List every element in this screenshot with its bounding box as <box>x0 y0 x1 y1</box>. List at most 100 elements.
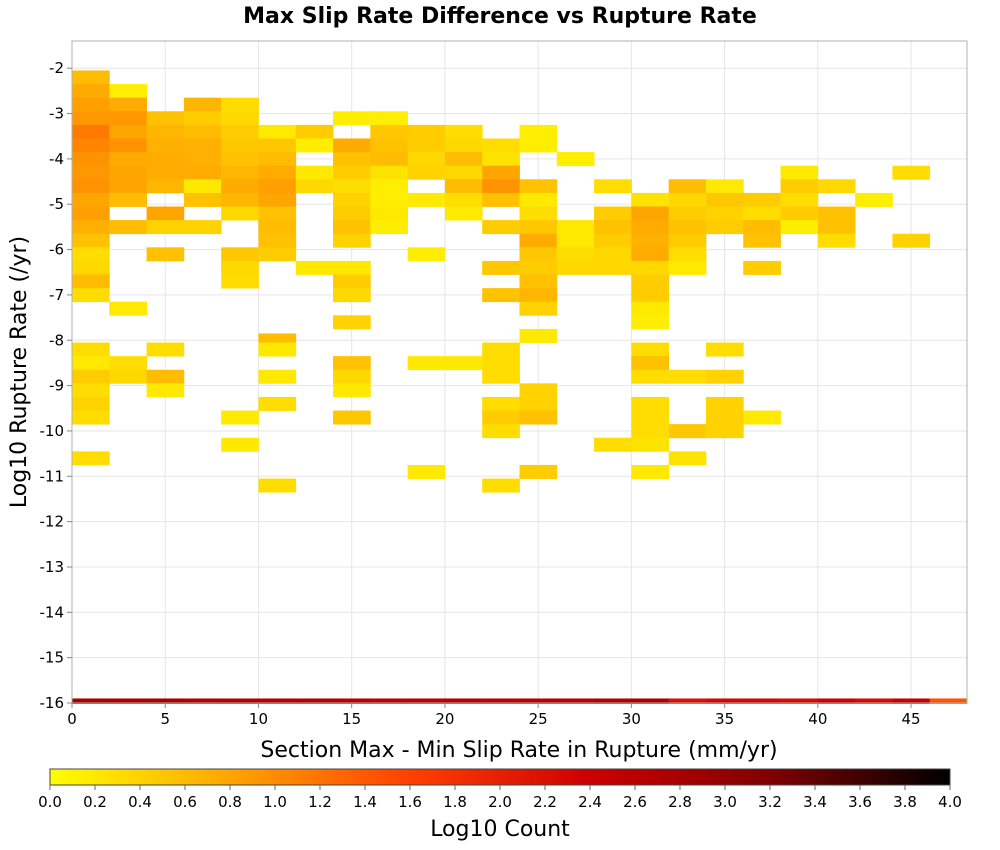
heatmap-cell <box>594 179 632 194</box>
heatmap-cell <box>407 152 446 167</box>
y-tick-label: -13 <box>40 558 65 576</box>
colorbar-tick-label: 1.6 <box>398 793 422 811</box>
heatmap-cell <box>72 410 110 425</box>
heatmap-cell <box>109 152 147 167</box>
heatmap-cell <box>594 233 632 248</box>
y-tick-label: -12 <box>40 513 65 531</box>
heatmap-cell <box>109 369 147 384</box>
heatmap-cell <box>146 342 185 357</box>
heatmap-cell <box>183 192 222 207</box>
heatmap-cell <box>444 152 483 167</box>
heatmap-cell <box>743 233 781 248</box>
heatmap-cell <box>444 356 483 371</box>
heatmap-floor-cell <box>780 698 819 704</box>
heatmap-cell <box>817 233 856 248</box>
heatmap-cell <box>705 192 744 207</box>
heatmap-cell <box>109 356 147 371</box>
heatmap-cell <box>482 478 520 493</box>
heatmap-cell <box>817 179 856 194</box>
heatmap-cell <box>817 206 856 221</box>
heatmap-cell <box>594 260 632 275</box>
heatmap-cell <box>333 165 371 180</box>
y-tick-label: -4 <box>49 150 64 168</box>
heatmap-floor-cell <box>743 698 781 704</box>
colorbar-tick-label: 1.0 <box>263 793 287 811</box>
colorbar-label: Log10 Count <box>430 817 570 842</box>
heatmap-cell <box>333 179 371 194</box>
heatmap-cell <box>72 220 110 235</box>
heatmap-cell <box>258 124 297 139</box>
heatmap-cell <box>72 97 110 112</box>
heatmap-cell <box>109 220 147 235</box>
heatmap-cell <box>183 220 222 235</box>
heatmap-cell <box>743 192 781 207</box>
heatmap-cell <box>407 356 446 371</box>
heatmap-cell <box>258 369 297 384</box>
heatmap-cell <box>407 464 446 479</box>
heatmap-cell <box>482 260 520 275</box>
heatmap-cell <box>221 192 259 207</box>
heatmap-cell <box>258 179 297 194</box>
y-axis-ticks: -2 -3 -4 -5 -6 -7 -8 -9 -10 -11 -12 -13 -14 -15 -16 <box>40 59 72 712</box>
heatmap-cell <box>743 410 781 425</box>
heatmap-cell <box>705 369 744 384</box>
heatmap-cell <box>705 396 744 411</box>
heatmap-cell <box>631 342 670 357</box>
heatmap-cell <box>146 138 185 153</box>
colorbar-tick-label: 3.2 <box>758 793 782 811</box>
heatmap-cell <box>109 84 147 99</box>
heatmap-cell <box>631 206 670 221</box>
heatmap-cell <box>594 206 632 221</box>
heatmap-cell <box>258 138 297 153</box>
heatmap-cell <box>333 288 371 303</box>
heatmap-cell <box>146 369 185 384</box>
colorbar-tick-label: 2.6 <box>623 793 647 811</box>
heatmap-cell <box>519 328 558 343</box>
heatmap-cell <box>444 165 483 180</box>
heatmap-cell <box>705 179 744 194</box>
heatmap-cell <box>519 383 558 398</box>
heatmap-cell <box>72 179 110 194</box>
heatmap-cell <box>72 342 110 357</box>
heatmap-cell <box>370 111 409 126</box>
heatmap-cell <box>556 233 595 248</box>
heatmap-cell <box>482 424 520 439</box>
x-tick-label: 30 <box>622 710 641 728</box>
y-tick-label: -9 <box>49 377 64 395</box>
heatmap-floor-cell <box>72 698 110 704</box>
heatmap-cell <box>258 396 297 411</box>
heatmap-cell <box>221 179 259 194</box>
heatmap-floor-cell <box>668 698 707 704</box>
heatmap-cell <box>519 410 558 425</box>
heatmap-cell <box>370 138 409 153</box>
heatmap-cell <box>705 410 744 425</box>
colorbar-tick-label: 1.4 <box>353 793 377 811</box>
heatmap-cell <box>444 138 483 153</box>
heatmap-cell <box>556 220 595 235</box>
heatmap-cell <box>519 192 558 207</box>
heatmap-floor-cell <box>817 698 856 704</box>
heatmap-floor-cell <box>370 698 409 704</box>
heatmap-cell <box>668 192 707 207</box>
heatmap-cell <box>72 84 110 99</box>
colorbar-tick-label: 0.4 <box>128 793 152 811</box>
heatmap-floor-cell <box>594 698 632 704</box>
colorbar-tick-label: 0.0 <box>38 793 62 811</box>
y-tick-label: -7 <box>49 286 64 304</box>
heatmap-cell <box>370 124 409 139</box>
heatmap-floor-cell <box>556 698 595 704</box>
heatmap-cell <box>892 165 931 180</box>
heatmap-floor-cell <box>519 698 558 704</box>
heatmap-cell <box>668 206 707 221</box>
y-tick-label: -10 <box>40 422 65 440</box>
plot-frame <box>71 40 968 704</box>
heatmap-cell <box>333 220 371 235</box>
heatmap-cell <box>183 165 222 180</box>
heatmap-cell <box>668 260 707 275</box>
heatmap-cell <box>72 111 110 126</box>
heatmap-cell <box>631 396 670 411</box>
heatmap-cell <box>705 220 744 235</box>
heatmap-cell <box>519 464 558 479</box>
heatmap-cell <box>482 356 520 371</box>
x-tick-label: 5 <box>160 710 170 728</box>
